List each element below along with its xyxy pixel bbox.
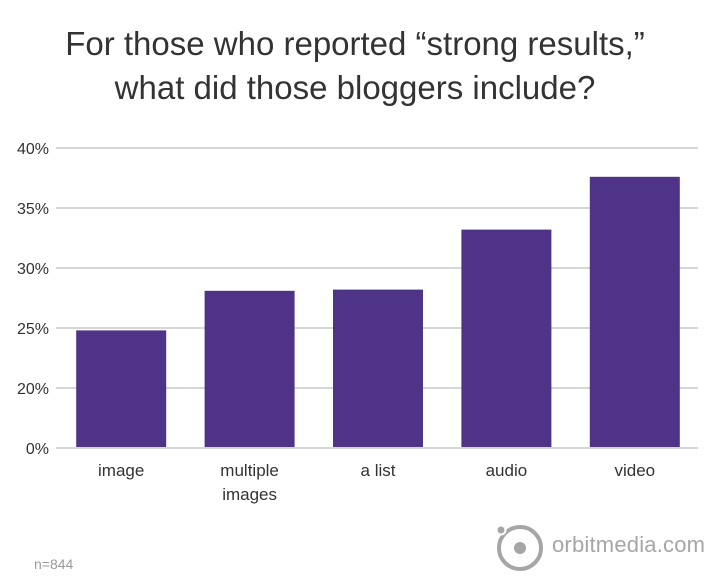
- chart-title: For those who reported “strong results,”…: [0, 22, 710, 110]
- chart-title-line-1: For those who reported “strong results,”: [65, 25, 645, 62]
- bar: [589, 176, 680, 449]
- x-category-label: a list: [361, 461, 396, 480]
- bar: [461, 229, 552, 448]
- x-category-label: multiple images: [220, 461, 279, 504]
- y-tick-label: 20%: [17, 381, 49, 398]
- y-tick-label: 25%: [17, 321, 49, 338]
- chart-title-line-2: what did those bloggers include?: [114, 69, 596, 106]
- orbitmedia-logo-text: orbitmedia.com: [552, 532, 706, 557]
- x-category-label: audio: [486, 461, 528, 480]
- bar: [76, 330, 167, 448]
- x-category-label: video: [614, 461, 655, 480]
- bar: [333, 289, 423, 448]
- orbit-logo-icon: [495, 524, 543, 571]
- bar: [204, 290, 295, 448]
- x-category-label: image: [98, 461, 144, 480]
- y-tick-label: 35%: [17, 201, 49, 218]
- sample-size-note: n=844: [34, 556, 74, 572]
- y-tick-label: 40%: [17, 141, 49, 158]
- y-tick-label: 0%: [26, 441, 49, 458]
- y-tick-label: 30%: [17, 261, 49, 278]
